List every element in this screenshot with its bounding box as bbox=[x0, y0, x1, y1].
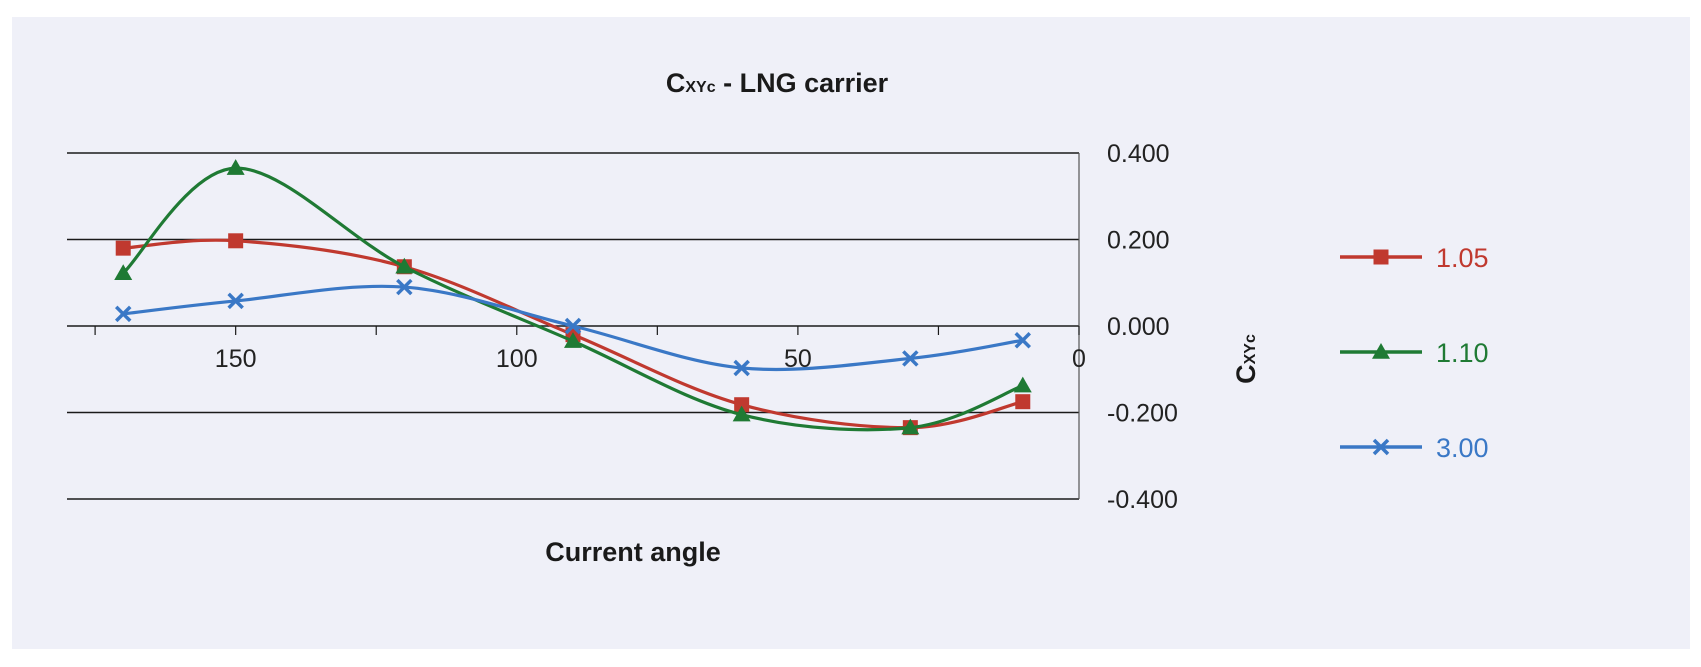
series-lines bbox=[114, 159, 1032, 436]
y-axis-label-subscript: XYc bbox=[1242, 334, 1259, 364]
data-point-3.00-60 bbox=[733, 359, 750, 377]
legend-marker-3.00-b bbox=[1372, 438, 1390, 456]
x-tick-label-1: 100 bbox=[496, 345, 538, 373]
y-tick-label-1: 0.200 bbox=[1107, 227, 1170, 255]
legend-label-3.00: 3.00 bbox=[1436, 433, 1489, 463]
chart-title-rest: - LNG carrier bbox=[716, 68, 889, 98]
data-point-1.10-30 bbox=[901, 418, 920, 435]
y-tick-label-4: -0.400 bbox=[1107, 486, 1178, 514]
chart-title: CXYc - LNG carrier bbox=[666, 68, 889, 98]
y-axis-label-main: C bbox=[1231, 364, 1261, 384]
y-axis-label: CXYc bbox=[1231, 334, 1261, 384]
data-point-3.00-10-b bbox=[1014, 332, 1032, 349]
chart-title-main: C bbox=[666, 68, 686, 98]
data-point-1.05-60 bbox=[734, 397, 750, 413]
data-point-1.10-10 bbox=[1013, 376, 1032, 393]
data-point-3.00-90 bbox=[564, 317, 582, 335]
data-point-3.00-120 bbox=[396, 278, 413, 296]
y-tick-label-0: 0.400 bbox=[1107, 140, 1170, 168]
x-tick-label-2: 50 bbox=[784, 345, 812, 373]
data-point-3.00-150-b bbox=[227, 292, 244, 310]
data-point-1.10-60 bbox=[732, 405, 751, 422]
legend-label-1.10: 1.10 bbox=[1436, 338, 1489, 368]
data-point-3.00-170 bbox=[114, 305, 132, 323]
data-point-3.00-170-b bbox=[114, 305, 132, 323]
data-point-1.10-90 bbox=[564, 332, 582, 348]
chart: CXYc - LNG carrier 0.4000.2000.000-0.200… bbox=[67, 68, 1489, 567]
tick-labels: 0.400 0.200 0.000 -0.200 -0.400 150 100 50 0 bbox=[215, 140, 1178, 514]
data-point-1.05-170 bbox=[115, 240, 131, 256]
data-point-3.00-60-b bbox=[733, 359, 750, 377]
legend-marker-3.00 bbox=[1372, 438, 1390, 456]
legend-marker-1.05 bbox=[1373, 249, 1389, 265]
x-tick-label-3: 0 bbox=[1072, 345, 1086, 373]
legend: 1.05 1.10 3.00 bbox=[1340, 243, 1489, 463]
legend-marker-1.10 bbox=[1372, 343, 1390, 359]
data-point-3.00-90-b bbox=[564, 317, 582, 335]
chart-panel: CXYc - LNG carrier 0.400 0.200 0.000 -0.200… bbox=[12, 17, 1690, 649]
x-axis-label: Current angle bbox=[545, 537, 721, 567]
legend-label-1.05: 1.05 bbox=[1436, 243, 1489, 273]
data-point-1.10-120 bbox=[395, 257, 414, 274]
y-tick-label-3: -0.200 bbox=[1107, 400, 1178, 428]
data-point-1.05-150 bbox=[228, 233, 244, 249]
data-point-3.00-120-b bbox=[396, 278, 413, 296]
chart-title-subscript: XYc bbox=[685, 79, 715, 96]
data-point-1.10-170 bbox=[114, 264, 133, 280]
data-point-1.05-10 bbox=[1015, 394, 1031, 410]
data-point-3.00-10 bbox=[1014, 332, 1032, 349]
data-point-3.00-150 bbox=[227, 292, 244, 310]
y-tick-label-2: 0.000 bbox=[1107, 313, 1170, 341]
data-point-3.00-30-b bbox=[902, 350, 919, 367]
data-point-3.00-30 bbox=[902, 350, 919, 367]
data-point-1.10-150 bbox=[226, 159, 245, 175]
axes bbox=[94, 153, 1080, 499]
x-tick-label-0: 150 bbox=[215, 345, 257, 373]
